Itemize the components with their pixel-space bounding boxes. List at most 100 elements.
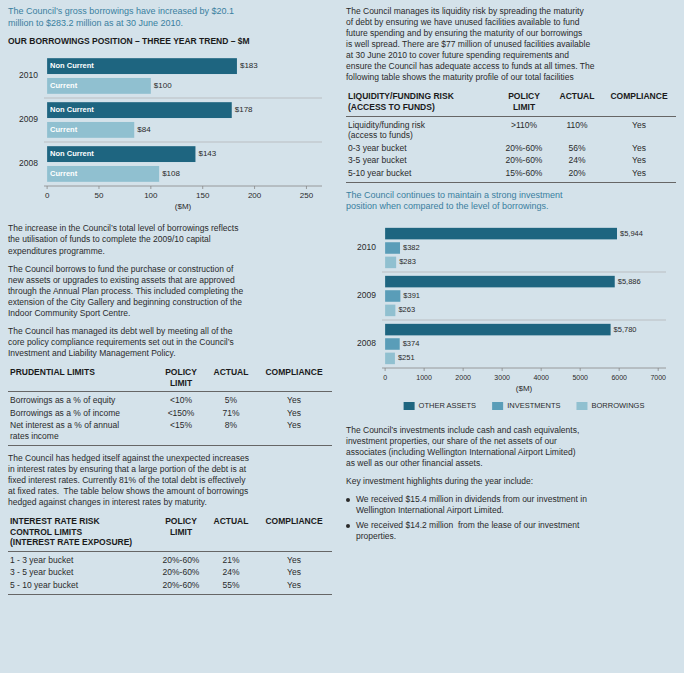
paragraph: The Council’s investments include cash a… bbox=[346, 425, 676, 469]
column-header: ACTUAL bbox=[206, 366, 256, 392]
table-cell: 71% bbox=[206, 407, 256, 420]
data-label: $100 bbox=[154, 81, 172, 90]
table-row: 5 - 10 year bucket20%-60%55%Yes bbox=[8, 579, 332, 594]
table-cell: 20%-60% bbox=[156, 579, 206, 594]
right-column: The Council manages its liquidity risk b… bbox=[346, 6, 676, 543]
table-row: 3-5 year bucket20%-60%24%Yes bbox=[346, 154, 676, 167]
axis-line bbox=[44, 186, 322, 187]
table-cell: 20%-60% bbox=[496, 142, 552, 155]
tick-label: 4000 bbox=[533, 374, 549, 381]
paragraph: The increase in the Council’s total leve… bbox=[8, 223, 332, 256]
table-title: INTEREST RATE RISKCONTROL LIMITS(INTERES… bbox=[8, 515, 156, 551]
data-label: $5,944 bbox=[620, 229, 643, 238]
tick-label: 0 bbox=[45, 191, 50, 200]
bar bbox=[47, 59, 237, 75]
bar-series-name: Non Current bbox=[50, 150, 94, 159]
table-cell: >110% bbox=[496, 116, 552, 142]
table-cell: 110% bbox=[552, 116, 602, 142]
tick-label: 3000 bbox=[494, 374, 510, 381]
table-cell: Yes bbox=[602, 116, 676, 142]
table-col bbox=[256, 366, 332, 445]
table-row: 3 - 5 year bucket20%-60%24%Yes bbox=[8, 566, 332, 579]
table-title-line: INTEREST RATE RISK bbox=[10, 516, 154, 527]
tick-label: 7000 bbox=[650, 374, 666, 381]
bar bbox=[47, 166, 159, 182]
bar-series-name: Non Current bbox=[50, 106, 94, 115]
legend: OTHER ASSETSINVESTMENTSBORROWINGS bbox=[404, 401, 645, 410]
column-header: COMPLIANCE bbox=[256, 515, 332, 551]
group-separator bbox=[44, 142, 322, 143]
table: INTEREST RATE RISKCONTROL LIMITS(INTERES… bbox=[8, 515, 332, 595]
table-body: Liquidity/funding risk (access to funds)… bbox=[346, 116, 676, 182]
bar-series-name: Non Current bbox=[50, 62, 94, 71]
table-cell: <10% bbox=[156, 392, 206, 407]
table-header-row: PRUDENTIAL LIMITSPOLICY LIMITACTUALCOMPL… bbox=[8, 366, 332, 392]
table-row: Borrowings as a % of equity<10%5%Yes bbox=[8, 392, 332, 407]
paragraph: The Council manages its liquidity risk b… bbox=[346, 6, 676, 83]
intro: The Council continues to maintain a stro… bbox=[346, 190, 676, 213]
legend-swatch bbox=[576, 402, 587, 410]
tick bbox=[658, 368, 659, 371]
table-title-line: (ACCESS TO FUNDS) bbox=[348, 102, 494, 113]
table-header-row: LIQUIDITY/FUNDING RISK(ACCESS TO FUNDS)P… bbox=[346, 90, 676, 116]
table-row: 5-10 year bucket15%-60%20%Yes bbox=[346, 167, 676, 182]
data-label: $5,780 bbox=[614, 325, 637, 334]
table-row: 0-3 year bucket20%-60%56%Yes bbox=[346, 142, 676, 155]
column-header: ACTUAL bbox=[206, 515, 256, 551]
legend-entry: BORROWINGS bbox=[591, 401, 644, 410]
bar bbox=[385, 353, 395, 365]
table-cell: Yes bbox=[602, 154, 676, 167]
tick bbox=[254, 186, 255, 189]
bar bbox=[385, 276, 615, 288]
bullet-text: We received $15.4 million in dividends f… bbox=[356, 494, 587, 516]
tick bbox=[150, 186, 151, 189]
table-cell: Yes bbox=[602, 167, 676, 182]
table-row: Borrowings as a % of income<150%71%Yes bbox=[8, 407, 332, 420]
tick bbox=[47, 186, 48, 189]
bar bbox=[385, 242, 400, 254]
data-label: $178 bbox=[235, 106, 253, 115]
separators bbox=[382, 272, 666, 320]
separators bbox=[44, 98, 322, 142]
bar bbox=[385, 305, 395, 317]
chart: 2010$5,944$382$2832009$5,886$391$2632008… bbox=[346, 220, 676, 418]
row-label: 5 - 10 year bucket bbox=[8, 579, 156, 594]
paragraph: Key investment highlights during the yea… bbox=[346, 476, 676, 487]
tick bbox=[424, 368, 425, 371]
labels: 2010$5,944$382$2832009$5,886$391$2632008… bbox=[357, 229, 643, 363]
bar-series-name: Current bbox=[50, 169, 78, 178]
table-row: Liquidity/funding risk (access to funds)… bbox=[346, 116, 676, 142]
paragraph: The Council has managed its debt well by… bbox=[8, 326, 332, 359]
table-cell: Yes bbox=[256, 566, 332, 579]
table-title: LIQUIDITY/FUNDING RISK(ACCESS TO FUNDS) bbox=[346, 90, 496, 116]
table-title-line: PRUDENTIAL LIMITS bbox=[10, 367, 154, 378]
legend-entry: OTHER ASSETS bbox=[419, 401, 477, 410]
tick-label: 1000 bbox=[416, 374, 432, 381]
column-header: COMPLIANCE bbox=[256, 366, 332, 392]
bullet-item: We received $14.2 million from the lease… bbox=[346, 520, 676, 542]
table-cell: 20%-60% bbox=[156, 551, 206, 566]
tick-label: 50 bbox=[95, 191, 104, 200]
table-cell: Yes bbox=[256, 579, 332, 594]
legend-swatch bbox=[492, 402, 503, 410]
labels: 2010Non Current$183Current$1002009Non Cu… bbox=[19, 62, 258, 179]
category-label: 2010 bbox=[357, 242, 376, 252]
category-label: 2008 bbox=[357, 338, 376, 348]
column-header: POLICY LIMIT bbox=[496, 90, 552, 116]
data-label: $391 bbox=[403, 291, 420, 300]
data-label: $183 bbox=[240, 62, 258, 71]
table-cell: Yes bbox=[256, 551, 332, 566]
table-row: 1 - 3 year bucket20%-60%21%Yes bbox=[8, 551, 332, 566]
bar-series-name: Current bbox=[50, 125, 78, 134]
tick-label: 200 bbox=[248, 191, 262, 200]
row-label: 3-5 year bucket bbox=[346, 154, 496, 167]
group-separator bbox=[382, 320, 666, 321]
table-cell: <150% bbox=[156, 407, 206, 420]
table-cell: 21% bbox=[206, 551, 256, 566]
table-body: Borrowings as a % of equity<10%5%YesBorr… bbox=[8, 392, 332, 446]
data-label: $374 bbox=[403, 339, 420, 348]
row-label: Liquidity/funding risk (access to funds) bbox=[346, 116, 496, 142]
bar-series-name: Current bbox=[50, 81, 78, 90]
bar bbox=[47, 122, 134, 138]
column-header: COMPLIANCE bbox=[602, 90, 676, 116]
